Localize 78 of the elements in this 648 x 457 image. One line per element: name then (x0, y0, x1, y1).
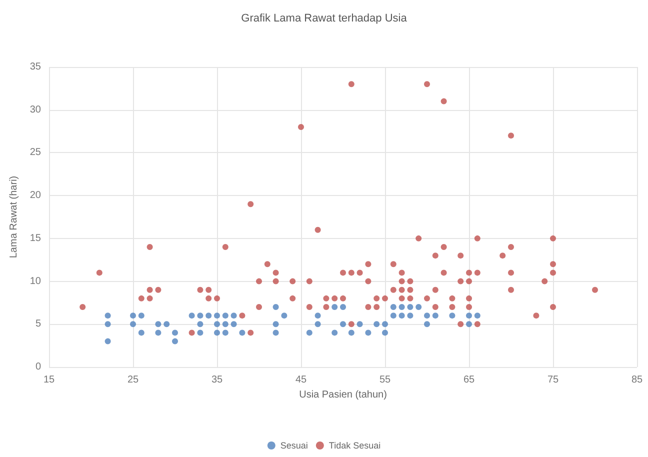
point (272, 321, 279, 328)
x-tick-label: 45 (295, 374, 307, 386)
x-tick-label: 15 (43, 374, 55, 386)
point (407, 312, 414, 319)
x-tick-label: 65 (463, 374, 475, 386)
point (230, 321, 237, 328)
x-tick-label: 25 (127, 374, 139, 386)
point (138, 330, 144, 336)
point (466, 321, 472, 328)
x-axis-title: Usia Pasien (tahun) (299, 389, 387, 400)
point (356, 321, 363, 328)
y-tick-label: 10 (30, 276, 42, 287)
point (272, 304, 279, 310)
y-tick-label: 30 (30, 104, 42, 116)
point (164, 321, 170, 328)
point (197, 330, 204, 336)
legend-label: Sesuai (280, 440, 308, 450)
point (197, 312, 204, 319)
legend-label: Tidak Sesuai (328, 440, 381, 450)
x-tick-label: 35 (211, 374, 223, 386)
point (365, 330, 372, 336)
point (398, 304, 405, 310)
point (424, 312, 430, 319)
y-tick-label: 25 (30, 147, 42, 158)
point (172, 338, 178, 344)
point (407, 304, 414, 310)
y-axis-title: Lama Rawat (hari) (8, 176, 20, 258)
y-tick-label: 20 (30, 190, 42, 202)
point (197, 321, 204, 328)
point (374, 321, 380, 328)
point (172, 330, 178, 336)
point (230, 312, 237, 319)
point (432, 312, 438, 319)
point (239, 330, 246, 336)
point (348, 330, 354, 336)
point (398, 312, 405, 319)
point (332, 304, 338, 310)
point (155, 330, 162, 336)
point (138, 312, 144, 319)
point (104, 312, 111, 319)
point (214, 321, 220, 328)
point (340, 321, 346, 328)
point (222, 330, 228, 336)
y-tick-label: 35 (30, 62, 42, 72)
point (222, 321, 228, 328)
point (104, 338, 111, 344)
point (382, 330, 388, 336)
point (424, 321, 430, 328)
point (314, 312, 321, 319)
point (306, 330, 312, 336)
point (214, 330, 220, 336)
x-tick-label: 75 (547, 374, 559, 386)
point (130, 321, 136, 328)
point (155, 321, 162, 328)
point (272, 330, 279, 336)
point (449, 312, 456, 319)
point (390, 304, 396, 310)
point (390, 312, 396, 319)
y-tick-label: 15 (30, 232, 42, 244)
point (314, 321, 321, 328)
point (130, 312, 136, 319)
chart-title: Grafik Lama Rawat terhadap Usia (241, 12, 408, 24)
point (340, 304, 346, 310)
x-tick-label: 55 (379, 374, 391, 386)
point (466, 312, 472, 319)
y-tick-label: 5 (35, 318, 42, 330)
y-tick-label: 0 (35, 362, 42, 372)
point (332, 330, 338, 336)
point (416, 304, 422, 310)
point (222, 312, 228, 319)
point (206, 312, 212, 319)
point (382, 321, 388, 328)
point (281, 312, 288, 319)
point (474, 312, 480, 319)
point (214, 312, 220, 319)
x-tick-label: 85 (631, 374, 643, 386)
point (104, 321, 111, 328)
point (188, 312, 195, 319)
